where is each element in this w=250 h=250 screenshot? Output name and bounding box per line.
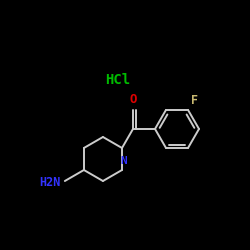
- Text: N: N: [120, 156, 128, 166]
- Text: O: O: [129, 93, 137, 106]
- Text: H2N: H2N: [40, 176, 61, 190]
- Text: HCl: HCl: [106, 73, 130, 87]
- Text: F: F: [191, 94, 198, 107]
